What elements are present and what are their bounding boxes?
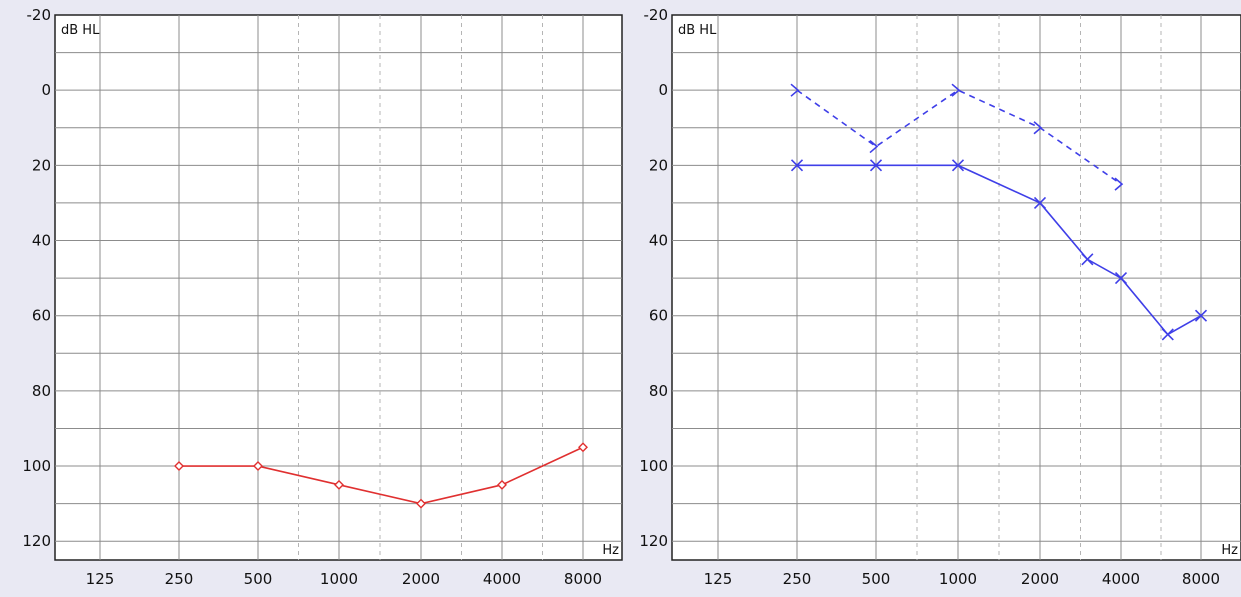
x-tick-label: 500 <box>862 570 891 588</box>
x-tick-label: 250 <box>165 570 194 588</box>
y-axis-label: dB HL <box>678 23 717 38</box>
x-tick-label: 8000 <box>564 570 602 588</box>
x-tick-label: 4000 <box>483 570 521 588</box>
y-tick-label: 120 <box>22 532 51 550</box>
data-point <box>1114 272 1128 285</box>
y-tick-label: 80 <box>649 382 668 400</box>
x-tick-label: 2000 <box>1021 570 1059 588</box>
series-1 <box>174 442 588 509</box>
data-point <box>497 479 507 490</box>
y-tick-label: -20 <box>27 6 52 24</box>
data-point <box>1033 121 1043 135</box>
x-tick-label: 500 <box>244 570 273 588</box>
data-point <box>1161 328 1174 341</box>
y-tick-label: 20 <box>32 156 51 174</box>
x-axis-label: Hz <box>602 543 619 558</box>
y-tick-label: 0 <box>658 81 668 99</box>
series-line <box>179 446 584 505</box>
y-tick-label: 20 <box>649 156 668 174</box>
y-tick-label: 60 <box>649 307 668 325</box>
data-point <box>951 159 965 172</box>
series-2 <box>790 83 1124 191</box>
data-point <box>174 461 184 472</box>
y-axis-label: dB HL <box>61 23 100 38</box>
x-tick-label: 125 <box>704 570 733 588</box>
x-tick-label: 1000 <box>320 570 358 588</box>
series-line <box>797 164 1202 336</box>
audiogram-panel-2: -20 0 20 40 60 80 100 120 125 250 500 1000 2000 4000 8… <box>639 6 1241 588</box>
data-point <box>253 461 263 472</box>
y-tick-label: 100 <box>22 457 51 475</box>
data-point <box>790 83 800 97</box>
data-point <box>578 442 588 453</box>
y-tick-label: 80 <box>32 382 51 400</box>
x-tick-label: 1000 <box>939 570 977 588</box>
data-point <box>1114 177 1124 191</box>
y-tick-label: -20 <box>644 6 669 24</box>
series-1 <box>790 159 1208 341</box>
data-point <box>416 498 426 509</box>
y-tick-label: 60 <box>32 307 51 325</box>
x-tick-label: 125 <box>86 570 115 588</box>
y-tick-label: 100 <box>639 457 668 475</box>
y-tick-label: 120 <box>639 532 668 550</box>
x-axis-label: Hz <box>1221 543 1238 558</box>
y-tick-label: 40 <box>649 232 668 250</box>
series-line <box>796 89 1122 185</box>
y-tick-label: 0 <box>41 81 51 99</box>
data-point <box>334 479 344 490</box>
data-point <box>1033 196 1047 209</box>
data-point <box>869 159 883 172</box>
x-tick-label: 4000 <box>1102 570 1140 588</box>
data-point <box>869 139 879 154</box>
audiogram-panel-1: -20 0 20 40 60 80 100 120 125 250 500 1000 2000 4000 8… <box>22 6 623 588</box>
data-point <box>951 83 961 97</box>
plot-area <box>671 14 1241 561</box>
data-point <box>790 159 804 172</box>
x-tick-label: 2000 <box>402 570 440 588</box>
x-tick-label: 250 <box>783 570 812 588</box>
y-tick-label: 40 <box>32 232 51 250</box>
x-tick-label: 8000 <box>1182 570 1220 588</box>
data-point <box>1081 253 1094 266</box>
data-point <box>1194 309 1208 322</box>
